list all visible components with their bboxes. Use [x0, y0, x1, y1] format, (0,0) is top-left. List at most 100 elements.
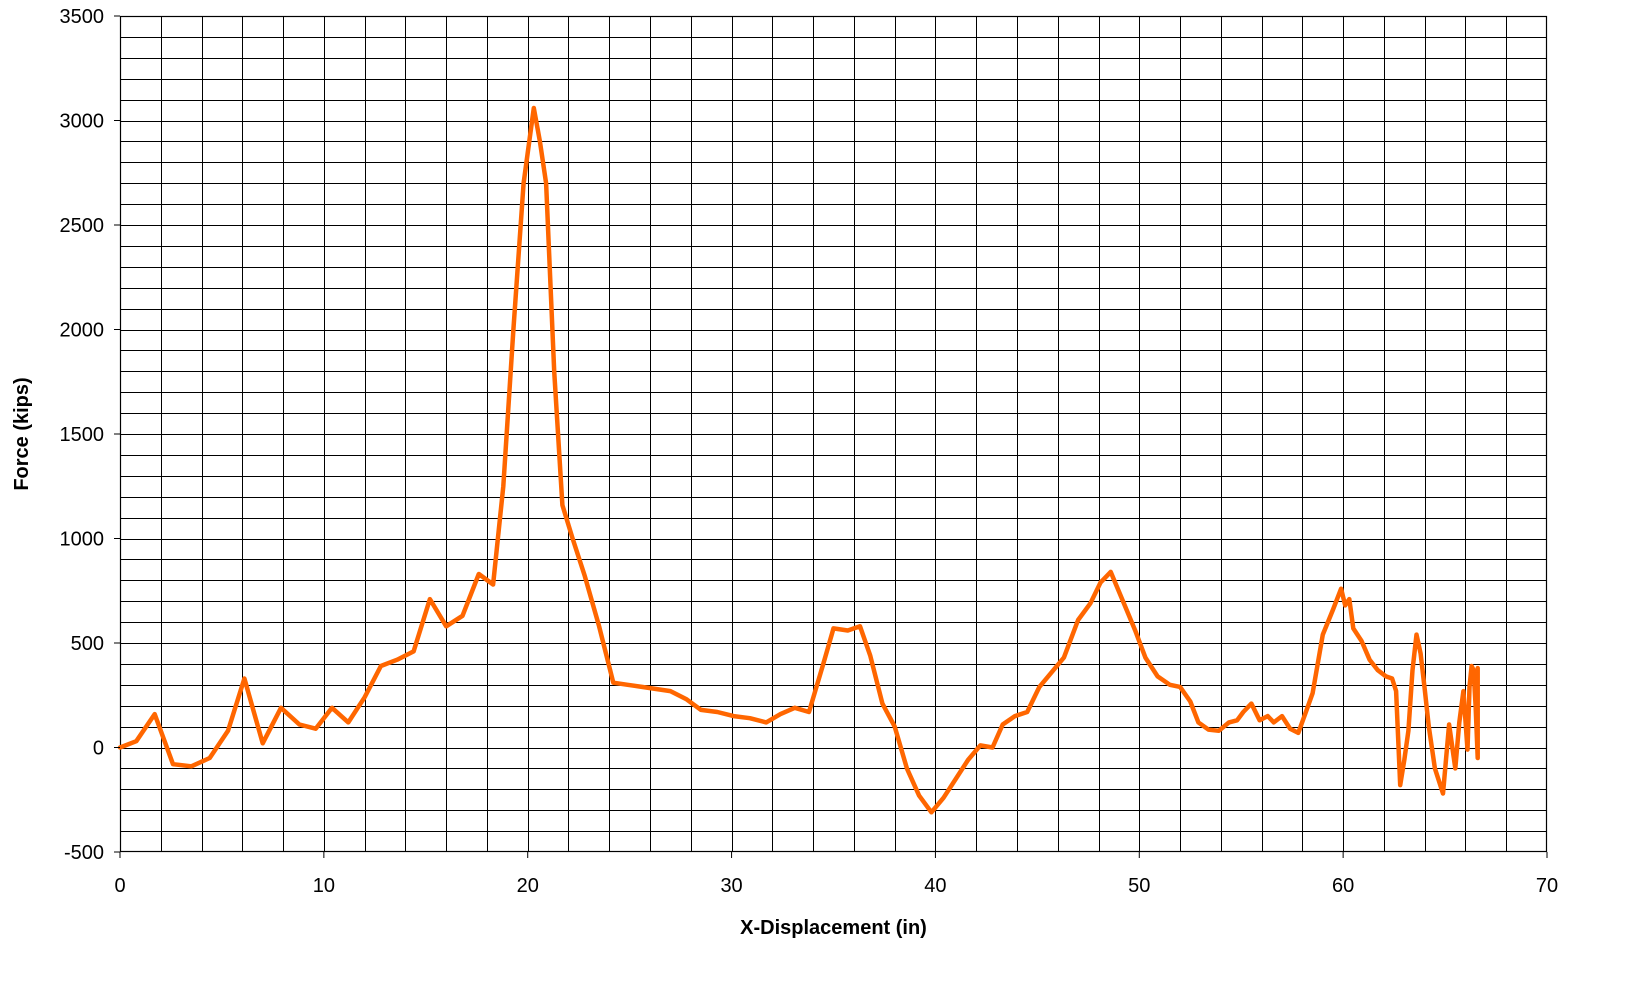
y-tick-label: 3000: [60, 111, 105, 133]
data-point: [261, 742, 264, 745]
data-point: [1344, 604, 1346, 607]
data-point: [1472, 669, 1475, 671]
data-point: [1385, 675, 1387, 678]
data-point: [314, 727, 317, 730]
x-tick-label: 70: [1536, 875, 1558, 897]
data-point: [1273, 721, 1275, 724]
y-tick-label: 2500: [60, 215, 105, 237]
plot-frame: [119, 15, 1548, 853]
data-point: [1122, 600, 1124, 602]
data-point: [1470, 665, 1473, 667]
data-point: [612, 681, 615, 684]
plot-area: [117, 15, 1548, 853]
data-point: [1428, 725, 1430, 728]
data-point: [991, 746, 994, 749]
data-point: [396, 658, 399, 661]
x-tick-label: 30: [720, 875, 742, 897]
data-point: [669, 690, 672, 692]
data-point: [822, 663, 825, 665]
data-point: [1189, 700, 1192, 703]
data-point: [1415, 633, 1418, 636]
data-point: [869, 654, 871, 657]
data-point: [732, 715, 735, 717]
data-point: [1134, 629, 1136, 632]
data-point: [522, 182, 525, 184]
x-axis-tick-labels: 0 10 20 30 40 50 60 70: [114, 852, 1558, 897]
data-point: [1063, 656, 1065, 659]
data-point: [135, 740, 138, 742]
data-point: [208, 757, 211, 759]
data-point: [380, 665, 382, 667]
data-point: [298, 723, 301, 726]
data-point: [906, 767, 908, 770]
y-tick-label: -500: [64, 842, 104, 864]
data-point: [502, 485, 505, 488]
data-point: [1458, 721, 1461, 724]
data-point: [1395, 690, 1397, 692]
data-point: [1311, 692, 1314, 694]
data-point: [1442, 792, 1444, 795]
data-point: [1476, 667, 1479, 669]
data-point: [859, 625, 861, 628]
data-point: [1179, 686, 1181, 688]
data-point: [1423, 688, 1426, 690]
data-point: [571, 537, 574, 540]
data-point: [832, 627, 835, 630]
data-point: [881, 702, 884, 705]
data-point: [1250, 702, 1253, 705]
data-point: [539, 140, 541, 143]
data-point: [1360, 640, 1363, 642]
data-point: [1466, 748, 1469, 751]
data-point: [1322, 633, 1324, 636]
y-tick-label: 1000: [60, 529, 105, 551]
data-point: [979, 744, 982, 747]
data-point: [598, 625, 600, 628]
data-point: [1089, 602, 1092, 605]
x-axis-title: X-Displacement (in): [740, 917, 927, 939]
data-point: [1218, 730, 1220, 732]
x-tick-label: 50: [1128, 875, 1150, 897]
data-point: [1156, 675, 1159, 678]
y-axis-title: Force (kips): [11, 377, 33, 490]
data-point: [280, 707, 282, 709]
data-point: [967, 759, 969, 761]
y-tick-label: 1500: [60, 424, 105, 446]
data-point: [955, 778, 957, 780]
data-point: [1476, 757, 1479, 759]
data-point: [1407, 730, 1410, 732]
series-points: [119, 107, 1479, 814]
y-tick-label: 3500: [60, 6, 105, 28]
data-point: [1462, 690, 1465, 692]
data-point: [1258, 719, 1261, 722]
data-point: [561, 504, 564, 506]
data-point: [1434, 767, 1436, 770]
data-point: [478, 573, 480, 575]
major-gridlines: [120, 16, 1547, 852]
data-point: [1050, 671, 1053, 674]
y-tick-label: 2000: [60, 320, 105, 342]
y-tick-label: 0: [93, 738, 104, 760]
y-axis-tick-labels: -500 0 500 1000 1500 2000 2500 3000 3500: [60, 6, 120, 864]
data-point: [1403, 759, 1406, 761]
data-point: [172, 763, 174, 765]
data-point: [779, 713, 782, 715]
data-point: [1377, 669, 1379, 671]
data-point: [1297, 732, 1300, 734]
data-point: [1391, 677, 1393, 680]
data-point: [1468, 686, 1471, 688]
data-point: [1352, 627, 1355, 630]
data-point: [1281, 715, 1283, 717]
data-point: [655, 688, 657, 690]
data-point: [1476, 686, 1479, 688]
y-tick-label: 500: [71, 633, 104, 655]
data-point: [765, 721, 767, 724]
data-point: [1207, 728, 1210, 731]
data-point: [227, 730, 229, 732]
data-point: [1266, 715, 1269, 717]
data-point: [1026, 711, 1028, 713]
data-point: [512, 328, 515, 331]
data-point: [942, 796, 945, 799]
data-point: [331, 707, 333, 709]
data-point: [153, 713, 156, 715]
data-point: [1109, 571, 1112, 573]
